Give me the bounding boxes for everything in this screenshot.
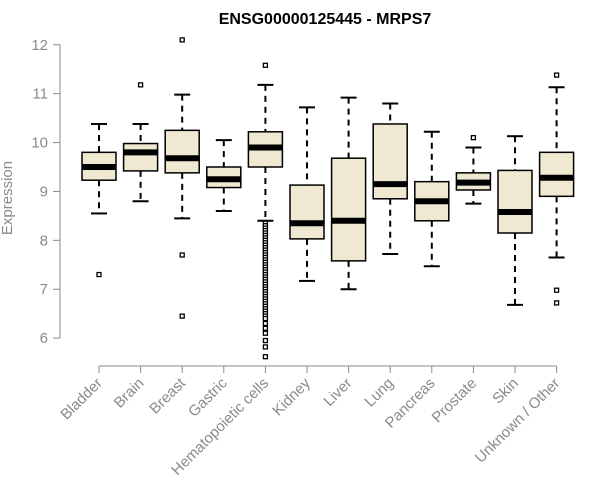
outlier-point: [262, 337, 269, 344]
y-tick-label: 7: [40, 281, 48, 298]
outlier-point: [553, 287, 560, 293]
outlier-point: [262, 315, 269, 322]
outlier-point: [179, 252, 185, 258]
y-tick-label: 12: [31, 37, 48, 54]
outlier-point: [262, 344, 269, 350]
x-tick-label: Bladder: [57, 375, 106, 424]
box-pancreas: [414, 130, 450, 268]
x-tick-label: Kidney: [269, 374, 314, 419]
box-gastric: [206, 139, 242, 212]
outlier-point: [179, 313, 185, 319]
outlier-point: [262, 62, 269, 68]
box-lung: [372, 102, 408, 256]
outlier-point: [262, 325, 269, 331]
outlier-point: [553, 300, 560, 306]
box-iqr: [372, 123, 408, 200]
x-tick-label: Prostate: [429, 375, 481, 427]
y-axis: 6 7 8 9 10 11 12: [31, 37, 61, 347]
box-iqr: [497, 169, 533, 234]
boxes-group: [81, 37, 575, 360]
outlier-point: [553, 72, 560, 78]
x-tick-label: Lung: [361, 375, 397, 411]
y-tick-label: 11: [32, 86, 48, 103]
y-tick-label: 8: [40, 232, 48, 249]
box-bladder: [81, 122, 117, 278]
y-tick-label: 9: [40, 183, 48, 200]
box-brain: [122, 82, 159, 203]
outlier-point: [262, 320, 269, 327]
box-breast: [164, 37, 200, 319]
box-iqr: [330, 157, 367, 262]
box-kidney: [289, 106, 325, 282]
box-iqr: [164, 129, 200, 174]
chart-title: ENSG00000125445 - MRPS7: [219, 11, 432, 28]
outlier-point: [470, 135, 477, 141]
y-tick-label: 10: [31, 135, 48, 152]
box-liver: [330, 96, 367, 291]
box-skin: [497, 135, 533, 306]
x-tick-label: Skin: [489, 375, 522, 408]
x-tick-label: Brain: [111, 375, 148, 412]
outlier-point: [96, 271, 102, 278]
box-prostate: [455, 135, 492, 205]
x-tick-label: Breast: [146, 374, 189, 417]
y-axis-label: Expression: [0, 161, 16, 235]
y-tick-label: 6: [40, 330, 48, 347]
box-iqr: [538, 151, 575, 198]
x-tick-label: Liver: [320, 375, 355, 410]
outlier-point: [262, 330, 269, 336]
box-unknown-other: [538, 72, 575, 306]
outlier-point: [262, 354, 269, 360]
box-hematopoietic-cells: [247, 62, 284, 360]
outlier-point: [179, 37, 185, 43]
outlier-point: [137, 82, 144, 88]
box-iqr: [289, 184, 325, 240]
box-iqr: [122, 142, 159, 172]
